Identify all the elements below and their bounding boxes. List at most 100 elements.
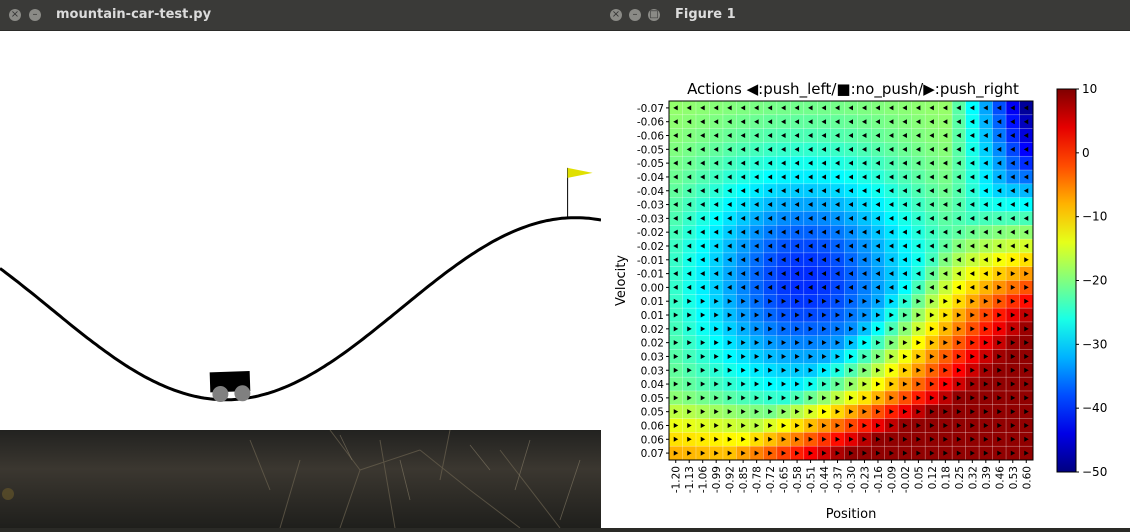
push-left-marker (740, 257, 746, 263)
push-left-marker (969, 146, 975, 152)
push-right-marker (983, 409, 989, 415)
push-right-marker (929, 422, 935, 428)
push-left-marker (740, 160, 746, 166)
push-left-marker (713, 243, 719, 249)
push-left-marker (727, 174, 732, 180)
push-right-marker (754, 436, 760, 442)
push-right-marker (727, 409, 733, 415)
push-left-marker (767, 105, 773, 111)
push-right-marker (835, 367, 841, 373)
push-right-marker (673, 422, 679, 428)
push-left-marker (902, 188, 907, 194)
push-left-marker (888, 146, 894, 152)
push-left-marker (767, 188, 773, 194)
push-right-marker (875, 422, 881, 428)
push-left-marker (727, 202, 732, 208)
push-left-marker (713, 188, 719, 194)
push-left-marker (700, 105, 705, 111)
push-left-marker (767, 257, 773, 263)
push-left-marker (794, 133, 800, 139)
push-left-marker (1023, 229, 1029, 235)
push-left-marker (875, 215, 880, 221)
push-right-marker (1024, 353, 1029, 359)
push-right-marker (835, 422, 841, 428)
desktop-tree-branches (2, 429, 581, 529)
push-right-marker (768, 367, 773, 373)
push-left-marker (673, 105, 678, 111)
push-right-marker (835, 436, 841, 442)
push-left-marker (794, 202, 800, 208)
push-right-marker (956, 353, 962, 359)
push-right-marker (1010, 312, 1016, 318)
push-left-marker (713, 160, 719, 166)
colorbar (1056, 88, 1077, 473)
push-left-marker (888, 229, 894, 235)
push-left-marker (915, 105, 921, 111)
push-left-marker (754, 146, 759, 152)
x-tick-label: -0.44 (819, 466, 831, 493)
push-left-marker (902, 119, 907, 125)
push-right-marker (808, 298, 814, 304)
push-left-marker (956, 146, 961, 152)
push-right-marker (673, 395, 679, 401)
push-left-marker (996, 160, 1002, 166)
push-left-marker (956, 188, 961, 194)
push-left-marker (808, 243, 813, 249)
close-button[interactable]: × (610, 9, 622, 21)
push-right-marker (781, 312, 787, 318)
push-left-marker (821, 188, 827, 194)
push-right-marker (808, 312, 814, 318)
push-left-marker (888, 284, 894, 290)
push-left-marker (794, 215, 800, 221)
minimize-icon: – (32, 9, 38, 20)
push-right-marker (889, 436, 894, 442)
push-right-marker (835, 353, 841, 359)
push-right-marker (916, 312, 921, 318)
push-left-marker (969, 160, 975, 166)
push-right-marker (970, 422, 975, 428)
push-right-marker (956, 298, 962, 304)
close-icon: × (611, 9, 621, 20)
push-left-marker (902, 271, 907, 277)
push-left-marker (902, 284, 907, 290)
minimize-button[interactable]: – (629, 9, 641, 21)
push-right-marker (1024, 284, 1029, 290)
push-left-marker (767, 284, 773, 290)
push-right-marker (808, 409, 814, 415)
push-left-marker (835, 284, 840, 290)
push-right-marker (875, 340, 881, 346)
maximize-button[interactable]: □ (648, 9, 660, 21)
push-left-marker (969, 105, 975, 111)
push-right-marker (822, 381, 827, 387)
push-right-marker (862, 312, 867, 318)
push-left-marker (956, 284, 961, 290)
push-left-marker (727, 133, 732, 139)
push-right-marker (875, 395, 881, 401)
push-left-marker (713, 133, 719, 139)
push-left-marker (848, 119, 853, 125)
push-left-marker (929, 202, 934, 208)
push-right-marker (781, 409, 787, 415)
push-left-marker (915, 146, 921, 152)
push-right-marker (916, 298, 921, 304)
y-tick-label: 0.01 (641, 310, 664, 322)
push-left-marker (727, 284, 732, 290)
push-left-marker (700, 174, 705, 180)
push-right-marker (862, 395, 867, 401)
push-right-marker (943, 326, 948, 332)
render-window-titlebar[interactable]: × – mountain-car-test.py (0, 0, 601, 31)
push-left-marker (808, 215, 813, 221)
figure-window-titlebar[interactable]: × – □ Figure 1 (601, 0, 1130, 31)
minimize-button[interactable]: – (29, 9, 41, 21)
push-left-marker (861, 271, 867, 277)
x-tick-label: 0.60 (1021, 466, 1033, 489)
push-left-marker (727, 188, 732, 194)
action-heatmap-chart: Actions ◀:push_left/■:no_push/▶:push_rig… (614, 80, 1107, 522)
push-right-marker (943, 381, 948, 387)
close-button[interactable]: × (9, 9, 21, 21)
push-right-marker (983, 367, 989, 373)
push-left-marker (848, 243, 853, 249)
push-right-marker (700, 367, 706, 373)
push-right-marker (902, 312, 908, 318)
push-right-marker (902, 436, 908, 442)
